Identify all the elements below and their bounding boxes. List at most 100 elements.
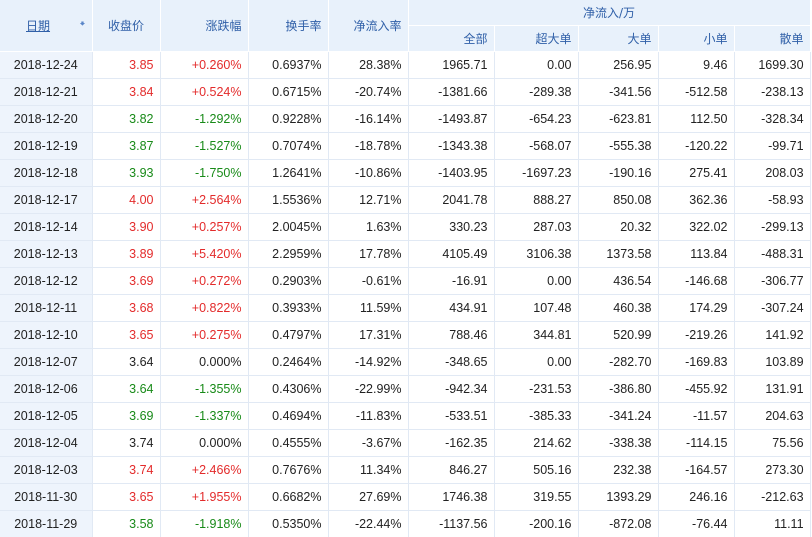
- retail-order-cell: -212.63: [734, 484, 810, 511]
- large-order-cell: -386.80: [578, 376, 658, 403]
- table-header: 日期 🠻 收盘价 涨跌幅 换手率 净流入率 净流入/万 全部 超大单 大单 小单…: [0, 0, 810, 52]
- close-price-cell: 3.65: [92, 322, 160, 349]
- close-price-cell: 3.82: [92, 106, 160, 133]
- close-price-cell: 3.64: [92, 376, 160, 403]
- net-total-cell: -1343.38: [408, 133, 494, 160]
- date-cell: 2018-12-24: [0, 52, 92, 79]
- super-large-cell: 214.62: [494, 430, 578, 457]
- large-order-cell: -555.38: [578, 133, 658, 160]
- date-cell: 2018-12-07: [0, 349, 92, 376]
- large-order-cell: -338.38: [578, 430, 658, 457]
- column-header-change[interactable]: 涨跌幅: [160, 0, 248, 52]
- turnover-cell: 2.0045%: [248, 214, 328, 241]
- date-cell: 2018-12-05: [0, 403, 92, 430]
- super-large-cell: 505.16: [494, 457, 578, 484]
- small-order-cell: 322.02: [658, 214, 734, 241]
- turnover-cell: 0.6682%: [248, 484, 328, 511]
- close-price-cell: 3.68: [92, 295, 160, 322]
- close-price-cell: 3.85: [92, 52, 160, 79]
- change-percent-cell: -1.355%: [160, 376, 248, 403]
- turnover-cell: 0.9228%: [248, 106, 328, 133]
- large-order-cell: 1393.29: [578, 484, 658, 511]
- net-rate-cell: 17.31%: [328, 322, 408, 349]
- close-price-cell: 3.90: [92, 214, 160, 241]
- retail-order-cell: -299.13: [734, 214, 810, 241]
- close-price-cell: 3.93: [92, 160, 160, 187]
- date-cell: 2018-12-04: [0, 430, 92, 457]
- super-large-cell: -289.38: [494, 79, 578, 106]
- sort-down-icon[interactable]: 🠻: [79, 17, 85, 34]
- date-cell: 2018-12-14: [0, 214, 92, 241]
- change-percent-cell: +0.272%: [160, 268, 248, 295]
- retail-order-cell: 141.92: [734, 322, 810, 349]
- date-cell: 2018-12-12: [0, 268, 92, 295]
- turnover-cell: 0.4306%: [248, 376, 328, 403]
- net-rate-cell: -16.14%: [328, 106, 408, 133]
- super-large-cell: -654.23: [494, 106, 578, 133]
- net-rate-cell: -20.74%: [328, 79, 408, 106]
- small-order-cell: -169.83: [658, 349, 734, 376]
- small-order-cell: -120.22: [658, 133, 734, 160]
- small-order-cell: -455.92: [658, 376, 734, 403]
- column-header-date[interactable]: 日期 🠻: [0, 0, 92, 52]
- retail-order-cell: 208.03: [734, 160, 810, 187]
- turnover-cell: 0.7676%: [248, 457, 328, 484]
- super-large-cell: -385.33: [494, 403, 578, 430]
- column-header-large[interactable]: 大单: [578, 26, 658, 52]
- super-large-cell: 287.03: [494, 214, 578, 241]
- date-cell: 2018-12-10: [0, 322, 92, 349]
- column-header-retail[interactable]: 散单: [734, 26, 810, 52]
- net-rate-cell: -22.99%: [328, 376, 408, 403]
- retail-order-cell: -488.31: [734, 241, 810, 268]
- large-order-cell: -341.56: [578, 79, 658, 106]
- retail-order-cell: -306.77: [734, 268, 810, 295]
- column-header-total[interactable]: 全部: [408, 26, 494, 52]
- date-cell: 2018-12-13: [0, 241, 92, 268]
- large-order-cell: 520.99: [578, 322, 658, 349]
- net-total-cell: -533.51: [408, 403, 494, 430]
- net-total-cell: 788.46: [408, 322, 494, 349]
- column-header-small[interactable]: 小单: [658, 26, 734, 52]
- column-header-turnover[interactable]: 换手率: [248, 0, 328, 52]
- close-price-cell: 4.00: [92, 187, 160, 214]
- large-order-cell: -190.16: [578, 160, 658, 187]
- net-rate-cell: 28.38%: [328, 52, 408, 79]
- super-large-cell: -1697.23: [494, 160, 578, 187]
- super-large-cell: -231.53: [494, 376, 578, 403]
- large-order-cell: -623.81: [578, 106, 658, 133]
- column-header-super-large[interactable]: 超大单: [494, 26, 578, 52]
- date-cell: 2018-12-20: [0, 106, 92, 133]
- net-total-cell: -942.34: [408, 376, 494, 403]
- retail-order-cell: -238.13: [734, 79, 810, 106]
- turnover-cell: 0.2903%: [248, 268, 328, 295]
- small-order-cell: 246.16: [658, 484, 734, 511]
- net-total-cell: 846.27: [408, 457, 494, 484]
- retail-order-cell: -328.34: [734, 106, 810, 133]
- net-rate-cell: 11.59%: [328, 295, 408, 322]
- change-percent-cell: 0.000%: [160, 349, 248, 376]
- turnover-cell: 0.7074%: [248, 133, 328, 160]
- net-rate-cell: 1.63%: [328, 214, 408, 241]
- column-header-net-rate[interactable]: 净流入率: [328, 0, 408, 52]
- net-total-cell: -1403.95: [408, 160, 494, 187]
- change-percent-cell: -1.527%: [160, 133, 248, 160]
- small-order-cell: 362.36: [658, 187, 734, 214]
- change-percent-cell: +5.420%: [160, 241, 248, 268]
- large-order-cell: 460.38: [578, 295, 658, 322]
- super-large-cell: 0.00: [494, 349, 578, 376]
- large-order-cell: 436.54: [578, 268, 658, 295]
- column-header-close[interactable]: 收盘价: [92, 0, 160, 52]
- net-total-cell: 1965.71: [408, 52, 494, 79]
